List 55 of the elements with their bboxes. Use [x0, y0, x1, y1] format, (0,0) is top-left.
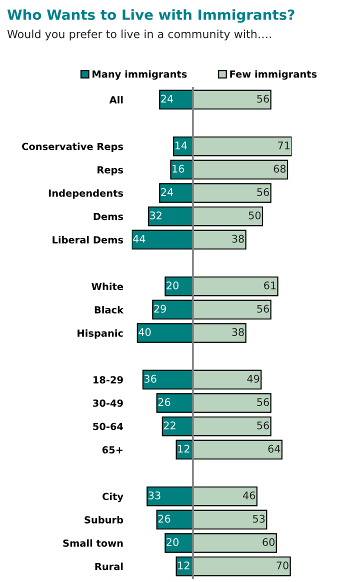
data-label: 26 — [158, 398, 170, 406]
data-label: 16 — [172, 164, 184, 173]
legend-label: Many immigrants — [92, 70, 187, 80]
data-label: 56 — [257, 421, 269, 430]
data-label: 20 — [166, 538, 178, 546]
data-label: 56 — [257, 398, 269, 406]
y-tick-label: Suburb — [84, 516, 124, 524]
y-tick-label: Liberal Dems — [52, 236, 124, 244]
data-label: 46 — [243, 491, 256, 500]
y-tick-label: Dems — [94, 212, 124, 220]
y-tick-label: 65+ — [102, 446, 122, 454]
y-tick-label: Hispanic — [78, 329, 123, 339]
data-label: 36 — [144, 374, 156, 383]
y-tick-label: Small town — [63, 539, 123, 547]
data-label: 53 — [253, 514, 265, 523]
data-label: 26 — [158, 514, 170, 523]
data-label: 24 — [161, 94, 174, 103]
y-tick-label: Reps — [98, 166, 124, 176]
data-label: 20 — [166, 281, 178, 290]
y-tick-label: Black — [94, 306, 124, 314]
data-label: 14 — [175, 142, 187, 150]
y-tick-label: 50-64 — [93, 422, 124, 430]
data-label: 32 — [150, 211, 162, 220]
data-label: 60 — [262, 538, 275, 546]
data-label: 61 — [264, 281, 276, 290]
data-label: 29 — [154, 304, 166, 313]
data-label: 38 — [232, 234, 244, 243]
data-label: 70 — [276, 561, 288, 570]
y-tick-label: 18-29 — [94, 376, 123, 384]
data-label: 49 — [247, 374, 260, 383]
y-tick-label: Rural — [95, 562, 123, 570]
data-label: 40 — [138, 328, 151, 336]
data-label: 22 — [164, 421, 176, 430]
data-label: 68 — [274, 164, 286, 173]
data-label: 24 — [161, 188, 174, 196]
data-label: 64 — [268, 444, 280, 453]
y-tick-label: Independents — [48, 189, 124, 199]
data-label: 71 — [278, 142, 290, 150]
data-label: 12 — [178, 444, 190, 453]
legend-label: Few immigrants — [230, 70, 317, 80]
data-label: 56 — [257, 94, 269, 103]
chart-title: Who Wants to Live with Immigrants? — [7, 9, 294, 23]
y-tick-label: All — [109, 96, 123, 104]
data-label: 50 — [248, 211, 261, 220]
data-label: 44 — [133, 234, 146, 243]
y-tick-label: 30-49 — [93, 399, 123, 407]
data-label: 38 — [232, 328, 244, 336]
y-tick-label: City — [102, 492, 124, 502]
y-tick-label: White — [92, 282, 124, 290]
data-label: 56 — [257, 304, 269, 313]
data-label: 12 — [178, 561, 190, 570]
y-tick-label: Conservative Reps — [22, 142, 124, 152]
data-label: 33 — [148, 491, 160, 500]
data-label: 56 — [257, 188, 269, 196]
chart-subtitle: Would you prefer to live in a community with…. — [7, 30, 271, 40]
